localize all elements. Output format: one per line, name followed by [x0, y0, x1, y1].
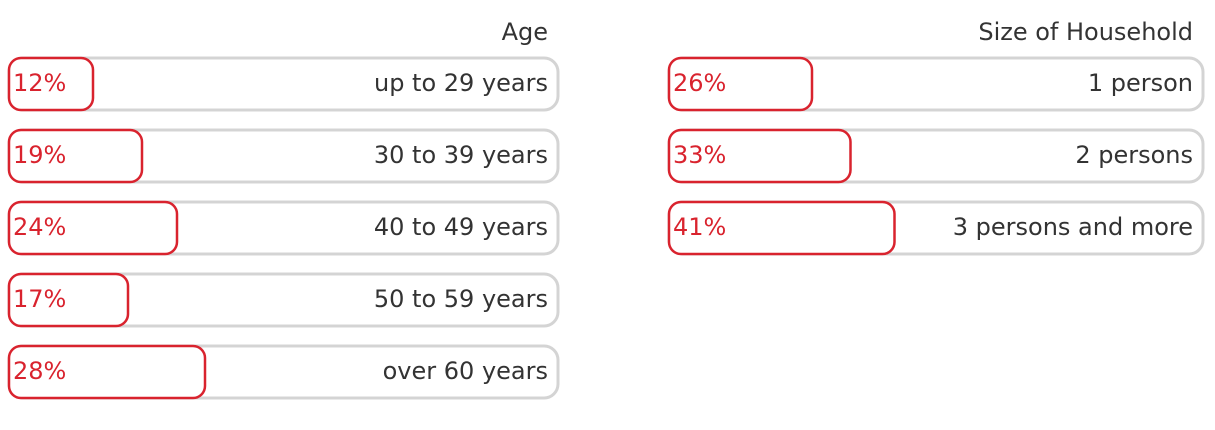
bar	[7, 56, 95, 112]
bar	[667, 56, 814, 112]
bar	[667, 200, 896, 256]
value-label: 19%	[13, 141, 66, 169]
bar	[667, 128, 852, 184]
panel-title: Size of Household	[978, 18, 1193, 46]
value-label: 24%	[13, 213, 66, 241]
bar	[7, 128, 144, 184]
bar	[7, 200, 179, 256]
value-label: 28%	[13, 357, 66, 385]
value-label: 26%	[673, 69, 726, 97]
panel-title: Age	[502, 18, 548, 46]
bar	[7, 344, 207, 400]
value-label: 17%	[13, 285, 66, 313]
value-label: 33%	[673, 141, 726, 169]
category-label: 2 persons	[1075, 141, 1193, 169]
value-label: 12%	[13, 69, 66, 97]
value-label: 41%	[673, 213, 726, 241]
category-label: 50 to 59 years	[374, 285, 548, 313]
category-label: 30 to 39 years	[374, 141, 548, 169]
category-label: up to 29 years	[374, 69, 548, 97]
category-label: 3 persons and more	[953, 213, 1193, 241]
bar	[7, 272, 130, 328]
category-label: 40 to 49 years	[374, 213, 548, 241]
category-label: over 60 years	[383, 357, 548, 385]
category-label: 1 person	[1088, 69, 1193, 97]
